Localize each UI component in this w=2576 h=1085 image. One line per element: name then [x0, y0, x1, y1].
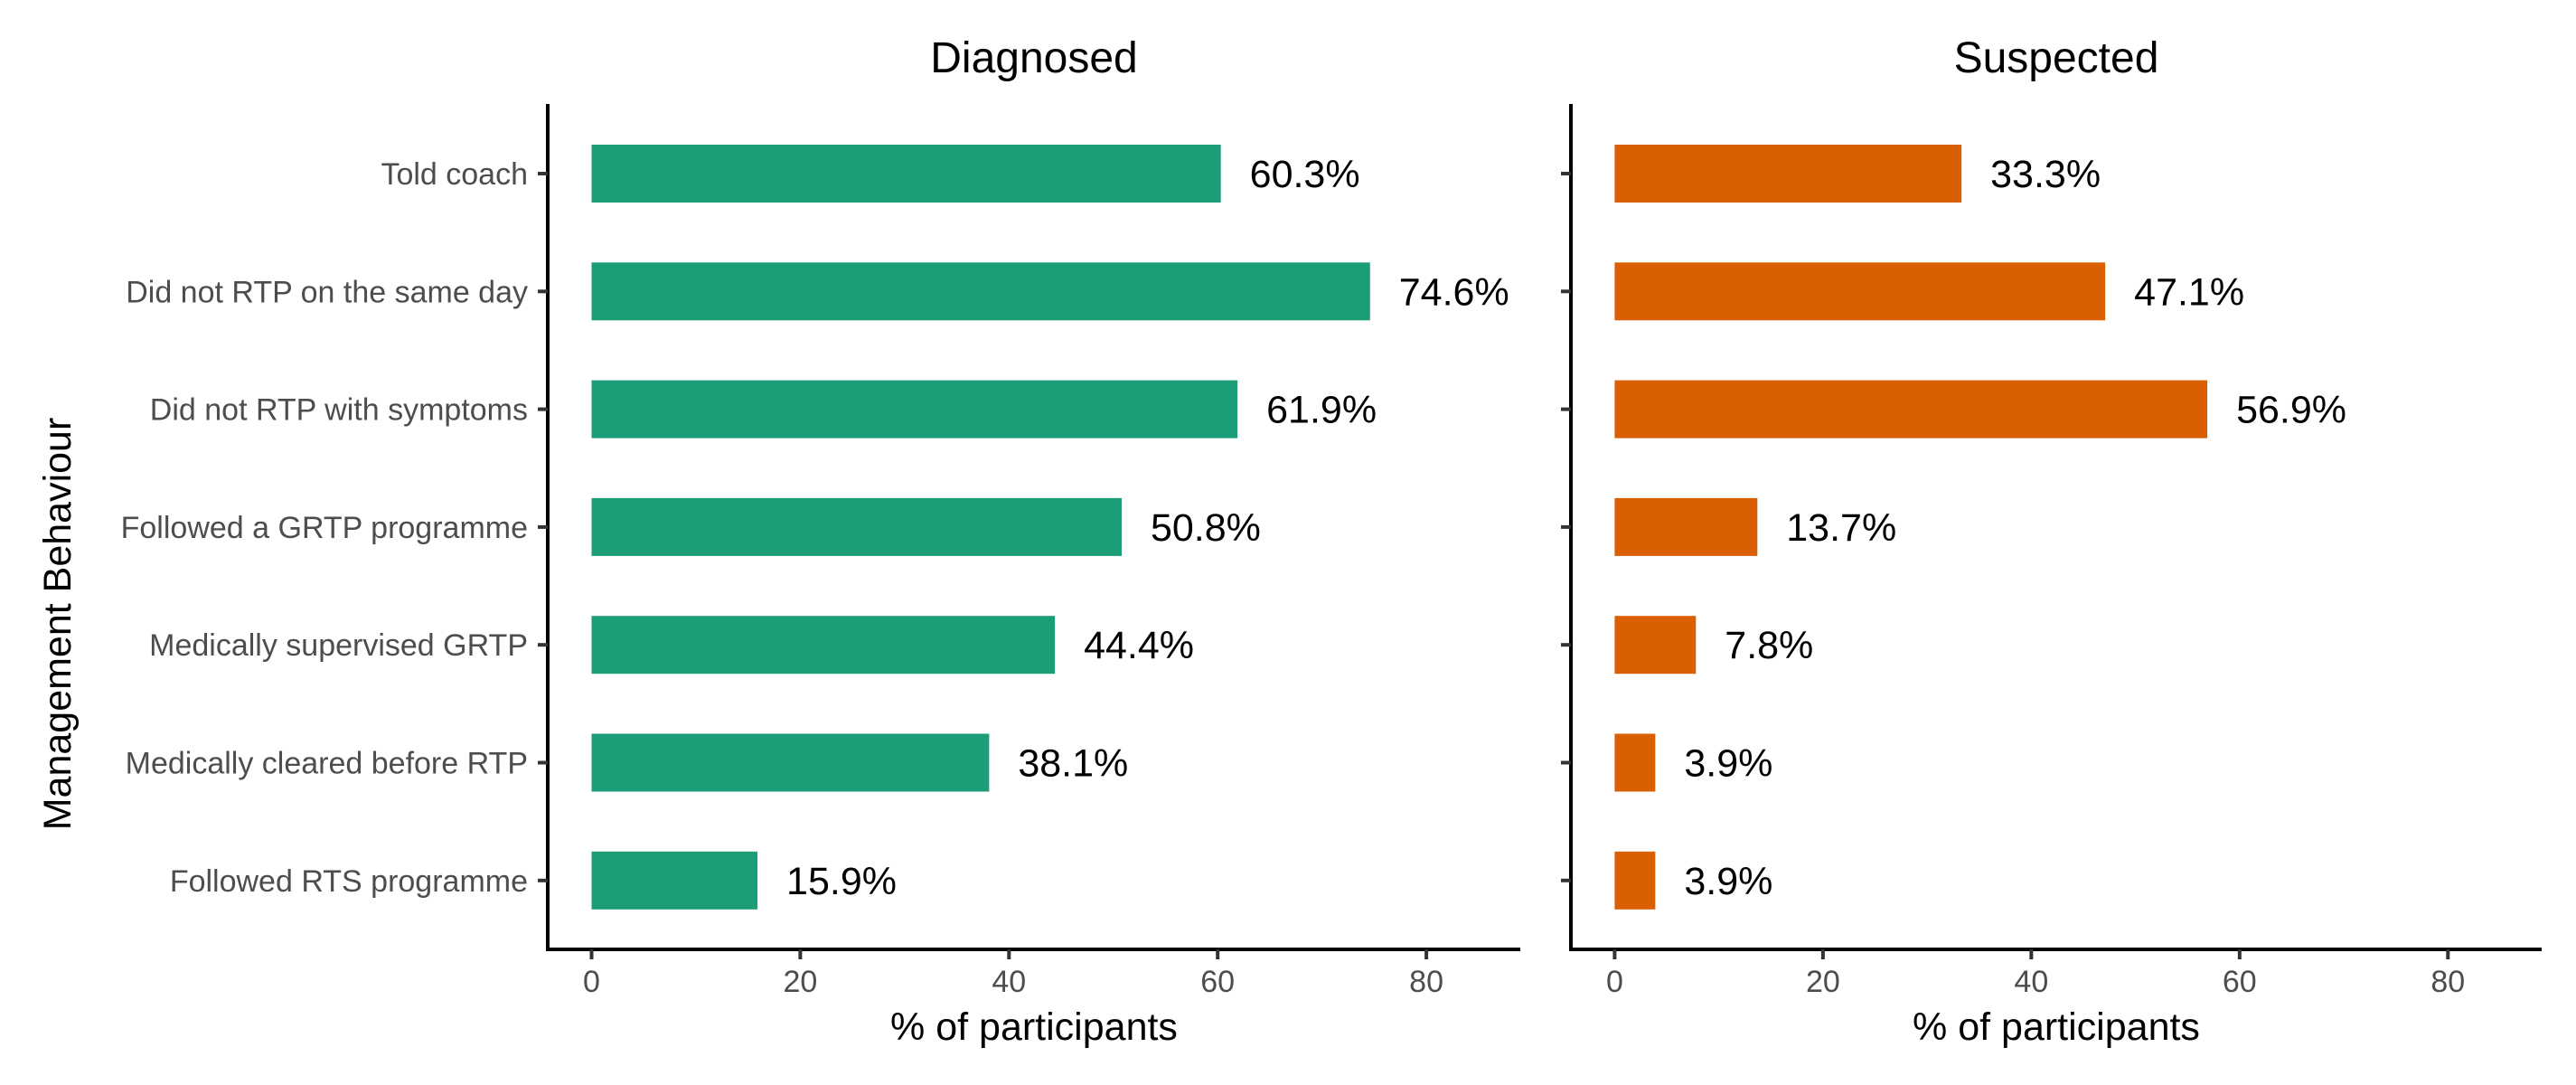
- data-label: 74.6%: [1399, 270, 1509, 314]
- x-tick-label: 0: [1606, 965, 1623, 999]
- data-label: 3.9%: [1684, 742, 1772, 786]
- x-tick-label: 60: [1200, 965, 1235, 999]
- bar: [591, 145, 1221, 203]
- data-label: 38.1%: [1018, 742, 1128, 786]
- bar: [591, 262, 1370, 321]
- data-label: 3.9%: [1684, 860, 1772, 903]
- panel-1: Suspected 0 20 40 60 80 % of participants 33.3%…: [1561, 34, 2542, 1049]
- bar: [591, 851, 758, 910]
- bar: [591, 733, 990, 792]
- bar: [1614, 380, 2208, 439]
- bar: [591, 497, 1122, 556]
- category-label: Followed RTS programme: [170, 864, 528, 899]
- category-label: Medically cleared before RTP: [126, 747, 528, 781]
- x-tick-label: 20: [783, 965, 817, 999]
- panel-title: Diagnosed: [930, 34, 1138, 82]
- category-label: Did not RTP with symptoms: [150, 393, 528, 428]
- data-label: 50.8%: [1151, 506, 1261, 550]
- panel-title: Suspected: [1954, 34, 2159, 82]
- bar: [591, 616, 1056, 675]
- bar: [1614, 616, 1697, 675]
- x-tick-label: 80: [2430, 965, 2465, 999]
- data-label: 7.8%: [1725, 624, 1813, 667]
- y-axis-title: Management Behaviour: [36, 418, 80, 831]
- category-label: Medically supervised GRTP: [149, 628, 528, 663]
- data-label: 60.3%: [1250, 153, 1360, 196]
- chart-panels: Diagnosed 0 20 40 60 80 % of participants 60.3%…: [121, 34, 2542, 1049]
- data-label: 13.7%: [1786, 506, 1896, 550]
- x-axis-title: % of participants: [890, 1005, 1178, 1049]
- bar: [1614, 733, 1656, 792]
- bar: [1614, 262, 2106, 321]
- panel-0: Diagnosed 0 20 40 60 80 % of participants 60.3%…: [121, 34, 1520, 1049]
- bar: [591, 380, 1238, 439]
- x-axis-title: % of participants: [1913, 1005, 2200, 1049]
- data-label: 61.9%: [1266, 389, 1377, 432]
- bar: [1614, 145, 1962, 203]
- x-tick-label: 40: [2014, 965, 2048, 999]
- data-label: 44.4%: [1084, 624, 1194, 667]
- data-label: 56.9%: [2236, 389, 2346, 432]
- data-label: 33.3%: [1990, 153, 2101, 196]
- category-label: Did not RTP on the same day: [126, 275, 528, 309]
- x-tick-label: 40: [992, 965, 1026, 999]
- x-tick-label: 60: [2223, 965, 2257, 999]
- category-label: Told coach: [381, 157, 528, 192]
- bar: [1614, 851, 1656, 910]
- category-label: Followed a GRTP programme: [121, 511, 528, 545]
- bar: [1614, 497, 1758, 556]
- x-tick-label: 80: [1409, 965, 1443, 999]
- data-label: 15.9%: [786, 860, 897, 903]
- data-label: 47.1%: [2134, 270, 2244, 314]
- x-tick-label: 20: [1806, 965, 1840, 999]
- x-tick-label: 0: [583, 965, 600, 999]
